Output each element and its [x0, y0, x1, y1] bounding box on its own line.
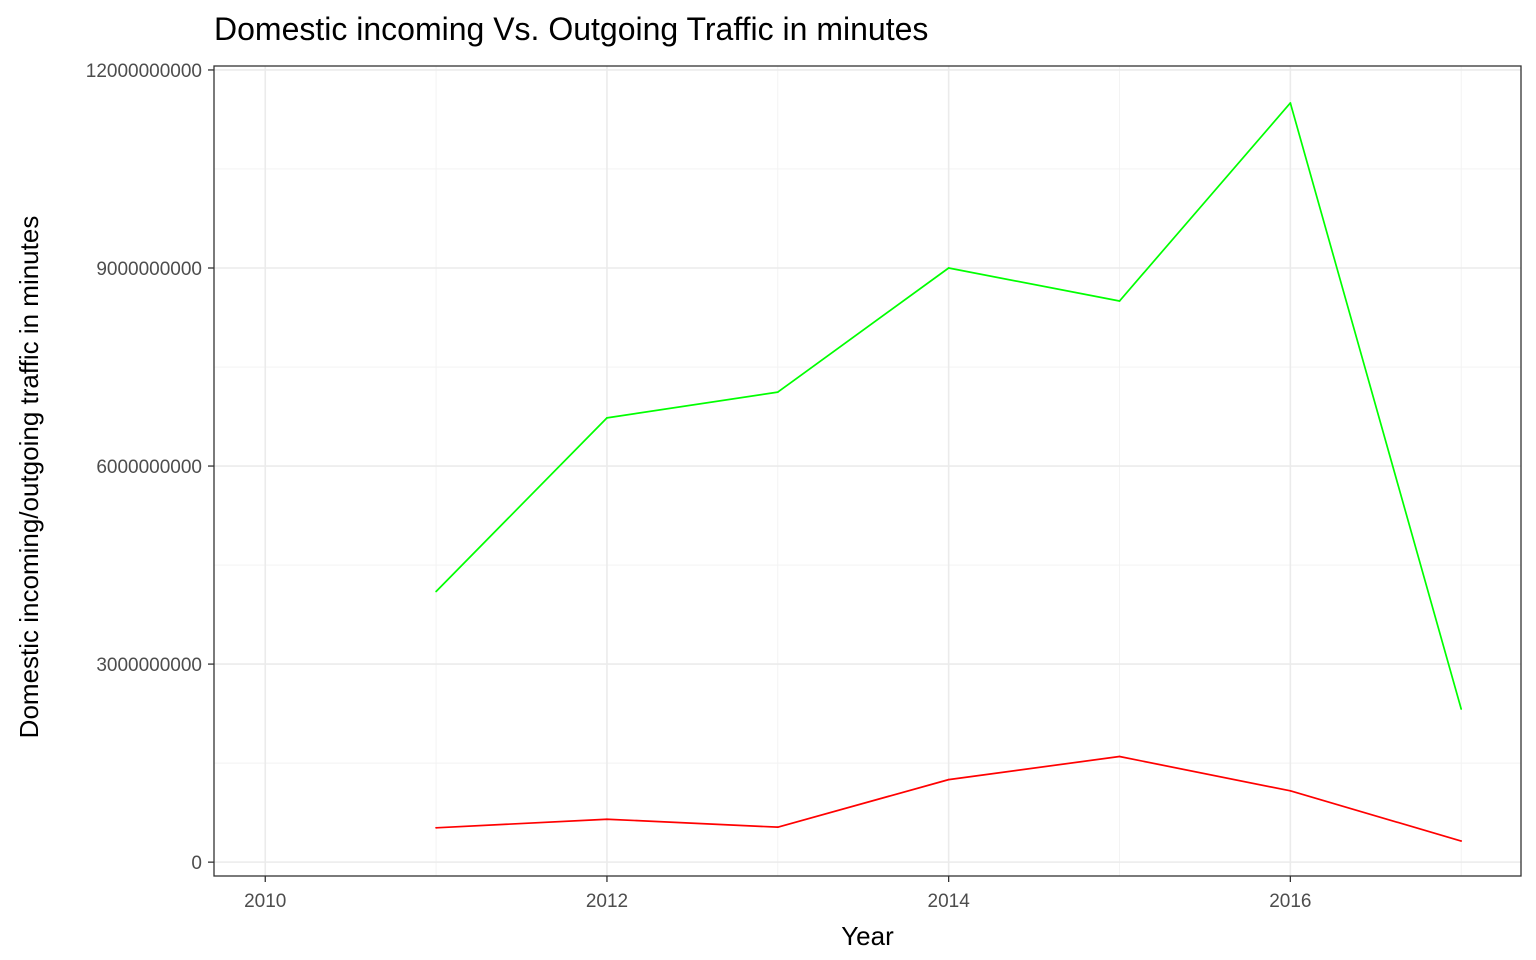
- series-1-point: [606, 416, 608, 419]
- series-1-point: [435, 590, 438, 593]
- x-axis-title: Year: [841, 921, 894, 951]
- series-2-point: [606, 818, 608, 821]
- series-lines: [435, 102, 1463, 842]
- y-axis-title: Domestic incoming/outgoing traffic in mi…: [14, 216, 44, 739]
- x-tick-label: 2010: [244, 891, 286, 912]
- series-2-point: [1118, 755, 1121, 758]
- series-2-point: [776, 826, 779, 829]
- series-2-point: [1289, 789, 1292, 792]
- series-1-point: [1460, 708, 1463, 710]
- series-2-point: [435, 826, 438, 829]
- x-tick-label: 2014: [928, 891, 971, 912]
- series-2-point: [1460, 840, 1463, 842]
- series-1-point: [1118, 300, 1121, 302]
- chart-title: Domestic incoming Vs. Outgoing Traffic i…: [214, 11, 928, 47]
- y-tick-label: 0: [191, 853, 202, 874]
- y-tick-label: 6000000000: [96, 457, 202, 478]
- y-tick-label: 9000000000: [96, 259, 202, 280]
- axis-ticks: 2010 2012 2014 2016 0 3000000000 6000000000 900…: [86, 61, 1312, 912]
- x-tick-label: 2016: [1269, 891, 1311, 912]
- major-gridlines: [214, 66, 1521, 876]
- y-tick-label: 12000000000: [86, 61, 202, 82]
- y-tick-label: 3000000000: [96, 655, 202, 676]
- series-2-point: [947, 778, 950, 781]
- series-1-point: [776, 391, 779, 394]
- minor-gridlines: [214, 66, 1521, 876]
- series-1-point: [1289, 102, 1292, 104]
- plot-panel-border: [213, 65, 1522, 877]
- x-tick-label: 2012: [586, 891, 628, 912]
- series-1-point: [947, 267, 950, 269]
